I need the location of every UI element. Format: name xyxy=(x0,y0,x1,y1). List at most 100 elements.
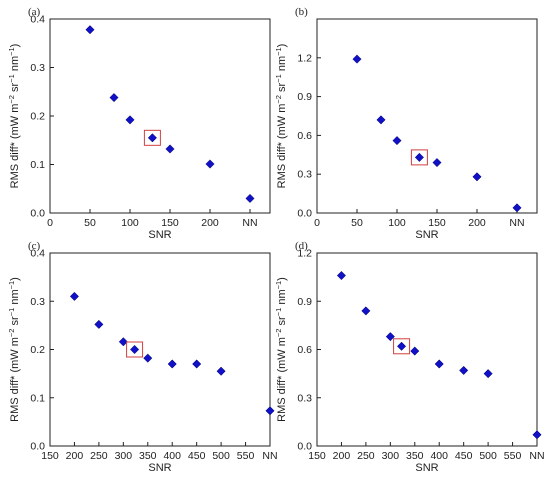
highlight-box xyxy=(126,341,144,358)
data-point xyxy=(432,158,442,168)
panel-label: (b) xyxy=(295,6,308,18)
y-tick-label: 0.3 xyxy=(297,392,312,404)
panel-d: 150 200 250 300 350 400 450 500 550 NN 0.0 0.3 0.6 0.… xyxy=(274,240,545,474)
y-axis-label: RMS diff* (mW m−2 sr−1 nm−1) xyxy=(274,277,288,422)
y-tick-label: 0.1 xyxy=(30,392,45,404)
y-tick-label: 0.0 xyxy=(30,441,45,453)
y-tick-label: 0.0 xyxy=(30,208,45,220)
x-tick-label: 150 xyxy=(308,450,326,462)
y-axis-label-text: nm xyxy=(276,56,288,74)
x-tick-label: 550 xyxy=(237,450,255,462)
x-tick-label: 500 xyxy=(479,450,497,462)
y-tick-label: 0.3 xyxy=(297,169,312,181)
x-tick-label: 50 xyxy=(351,217,363,229)
x-tick-label: 500 xyxy=(212,450,230,462)
y-axis-label-superscript: −2 xyxy=(274,329,283,338)
data-point xyxy=(192,359,202,369)
x-tick-label: 550 xyxy=(504,450,522,462)
x-tick-label: 100 xyxy=(388,217,406,229)
x-tick-label: NN xyxy=(242,217,257,229)
y-tick-label: 0.0 xyxy=(297,208,312,220)
plot-frame xyxy=(316,18,538,214)
data-point xyxy=(216,366,226,376)
data-point xyxy=(410,346,420,356)
x-tick-label: 200 xyxy=(468,217,486,229)
data-point xyxy=(147,133,157,143)
y-axis-label-text: sr xyxy=(9,316,21,329)
y-axis-label-superscript: −1 xyxy=(7,47,16,56)
x-tick-label: 300 xyxy=(382,450,400,462)
plot-frame xyxy=(49,18,271,214)
data-point xyxy=(69,291,79,301)
data-point xyxy=(472,172,482,182)
y-tick-label: 0.3 xyxy=(30,296,45,308)
highlight-box xyxy=(410,149,428,166)
y-axis-label-text: sr xyxy=(276,82,288,95)
x-tick-label: 50 xyxy=(84,217,96,229)
y-axis-label: RMS diff* (mW m−2 sr−1 nm−1) xyxy=(274,44,288,189)
x-tick-label: 150 xyxy=(41,450,59,462)
y-tick-label: 1.2 xyxy=(297,248,312,260)
x-tick-label: 250 xyxy=(90,450,108,462)
y-axis-label-superscript: −1 xyxy=(274,308,283,317)
data-point xyxy=(532,430,542,440)
x-axis-label: SNR xyxy=(415,229,438,241)
y-tick-label: 0.0 xyxy=(297,441,312,453)
y-axis-label-text: RMS diff* (mW m xyxy=(276,104,288,189)
data-point xyxy=(85,25,95,35)
y-axis-label-text: ) xyxy=(9,277,21,281)
y-axis-label-superscript: −2 xyxy=(7,95,16,104)
data-point xyxy=(167,359,177,369)
data-point xyxy=(376,115,386,125)
data-point xyxy=(143,353,153,363)
y-tick-label: 0.4 xyxy=(30,14,45,26)
x-tick-label: 400 xyxy=(430,450,448,462)
x-tick-label: 450 xyxy=(455,450,473,462)
data-point xyxy=(414,152,424,162)
x-tick-label: 200 xyxy=(66,450,84,462)
x-tick-label: 0 xyxy=(47,217,53,229)
y-axis-label-text: sr xyxy=(9,82,21,95)
data-point xyxy=(361,306,371,316)
data-point xyxy=(434,359,444,369)
y-axis-label-text: RMS diff* (mW m xyxy=(276,337,288,422)
y-axis-label-superscript: −1 xyxy=(7,281,16,290)
panel-c: 150 200 250 300 350 400 450 500 550 NN 0.0 0.1 0.2 0.… xyxy=(7,240,278,474)
data-point xyxy=(118,337,128,347)
y-tick-label: 0.9 xyxy=(297,296,312,308)
x-axis-label: SNR xyxy=(415,462,438,474)
x-tick-label: 250 xyxy=(357,450,375,462)
y-axis-label-superscript: −2 xyxy=(274,95,283,104)
y-tick-label: 0.2 xyxy=(30,111,45,123)
x-tick-label: 200 xyxy=(201,217,219,229)
y-tick-label: 0.1 xyxy=(30,159,45,171)
panel-label: (c) xyxy=(28,240,41,252)
x-tick-label: 350 xyxy=(406,450,424,462)
x-axis-label: SNR xyxy=(148,229,171,241)
x-tick-label: NN xyxy=(529,450,544,462)
panel-label: (d) xyxy=(295,240,308,252)
data-point xyxy=(205,159,215,169)
y-axis-label-text: nm xyxy=(276,289,288,307)
y-axis-label-superscript: −1 xyxy=(274,281,283,290)
x-tick-label: 100 xyxy=(121,217,139,229)
data-point xyxy=(265,406,275,416)
x-tick-label: NN xyxy=(262,450,277,462)
y-axis-label-text: nm xyxy=(9,56,21,74)
x-tick-label: 200 xyxy=(333,450,351,462)
y-tick-label: 0.3 xyxy=(30,62,45,74)
y-tick-label: 0.9 xyxy=(297,91,312,103)
y-axis-label-superscript: −1 xyxy=(274,74,283,83)
y-axis-label-superscript: −1 xyxy=(274,47,283,56)
data-point xyxy=(483,369,493,379)
data-point xyxy=(397,341,407,351)
panel-a: 0 50 100 150 200 NN 0.0 0.1 0.2 0.3 0.4 SNR RMS diff… xyxy=(7,6,271,241)
data-point xyxy=(512,203,522,213)
y-axis-label-superscript: −2 xyxy=(7,329,16,338)
y-tick-label: 0.6 xyxy=(297,344,312,356)
y-tick-label: 0.4 xyxy=(30,248,45,260)
data-point xyxy=(245,193,255,204)
y-axis-label-superscript: −1 xyxy=(7,308,16,317)
y-axis-label-text: ) xyxy=(9,44,21,48)
